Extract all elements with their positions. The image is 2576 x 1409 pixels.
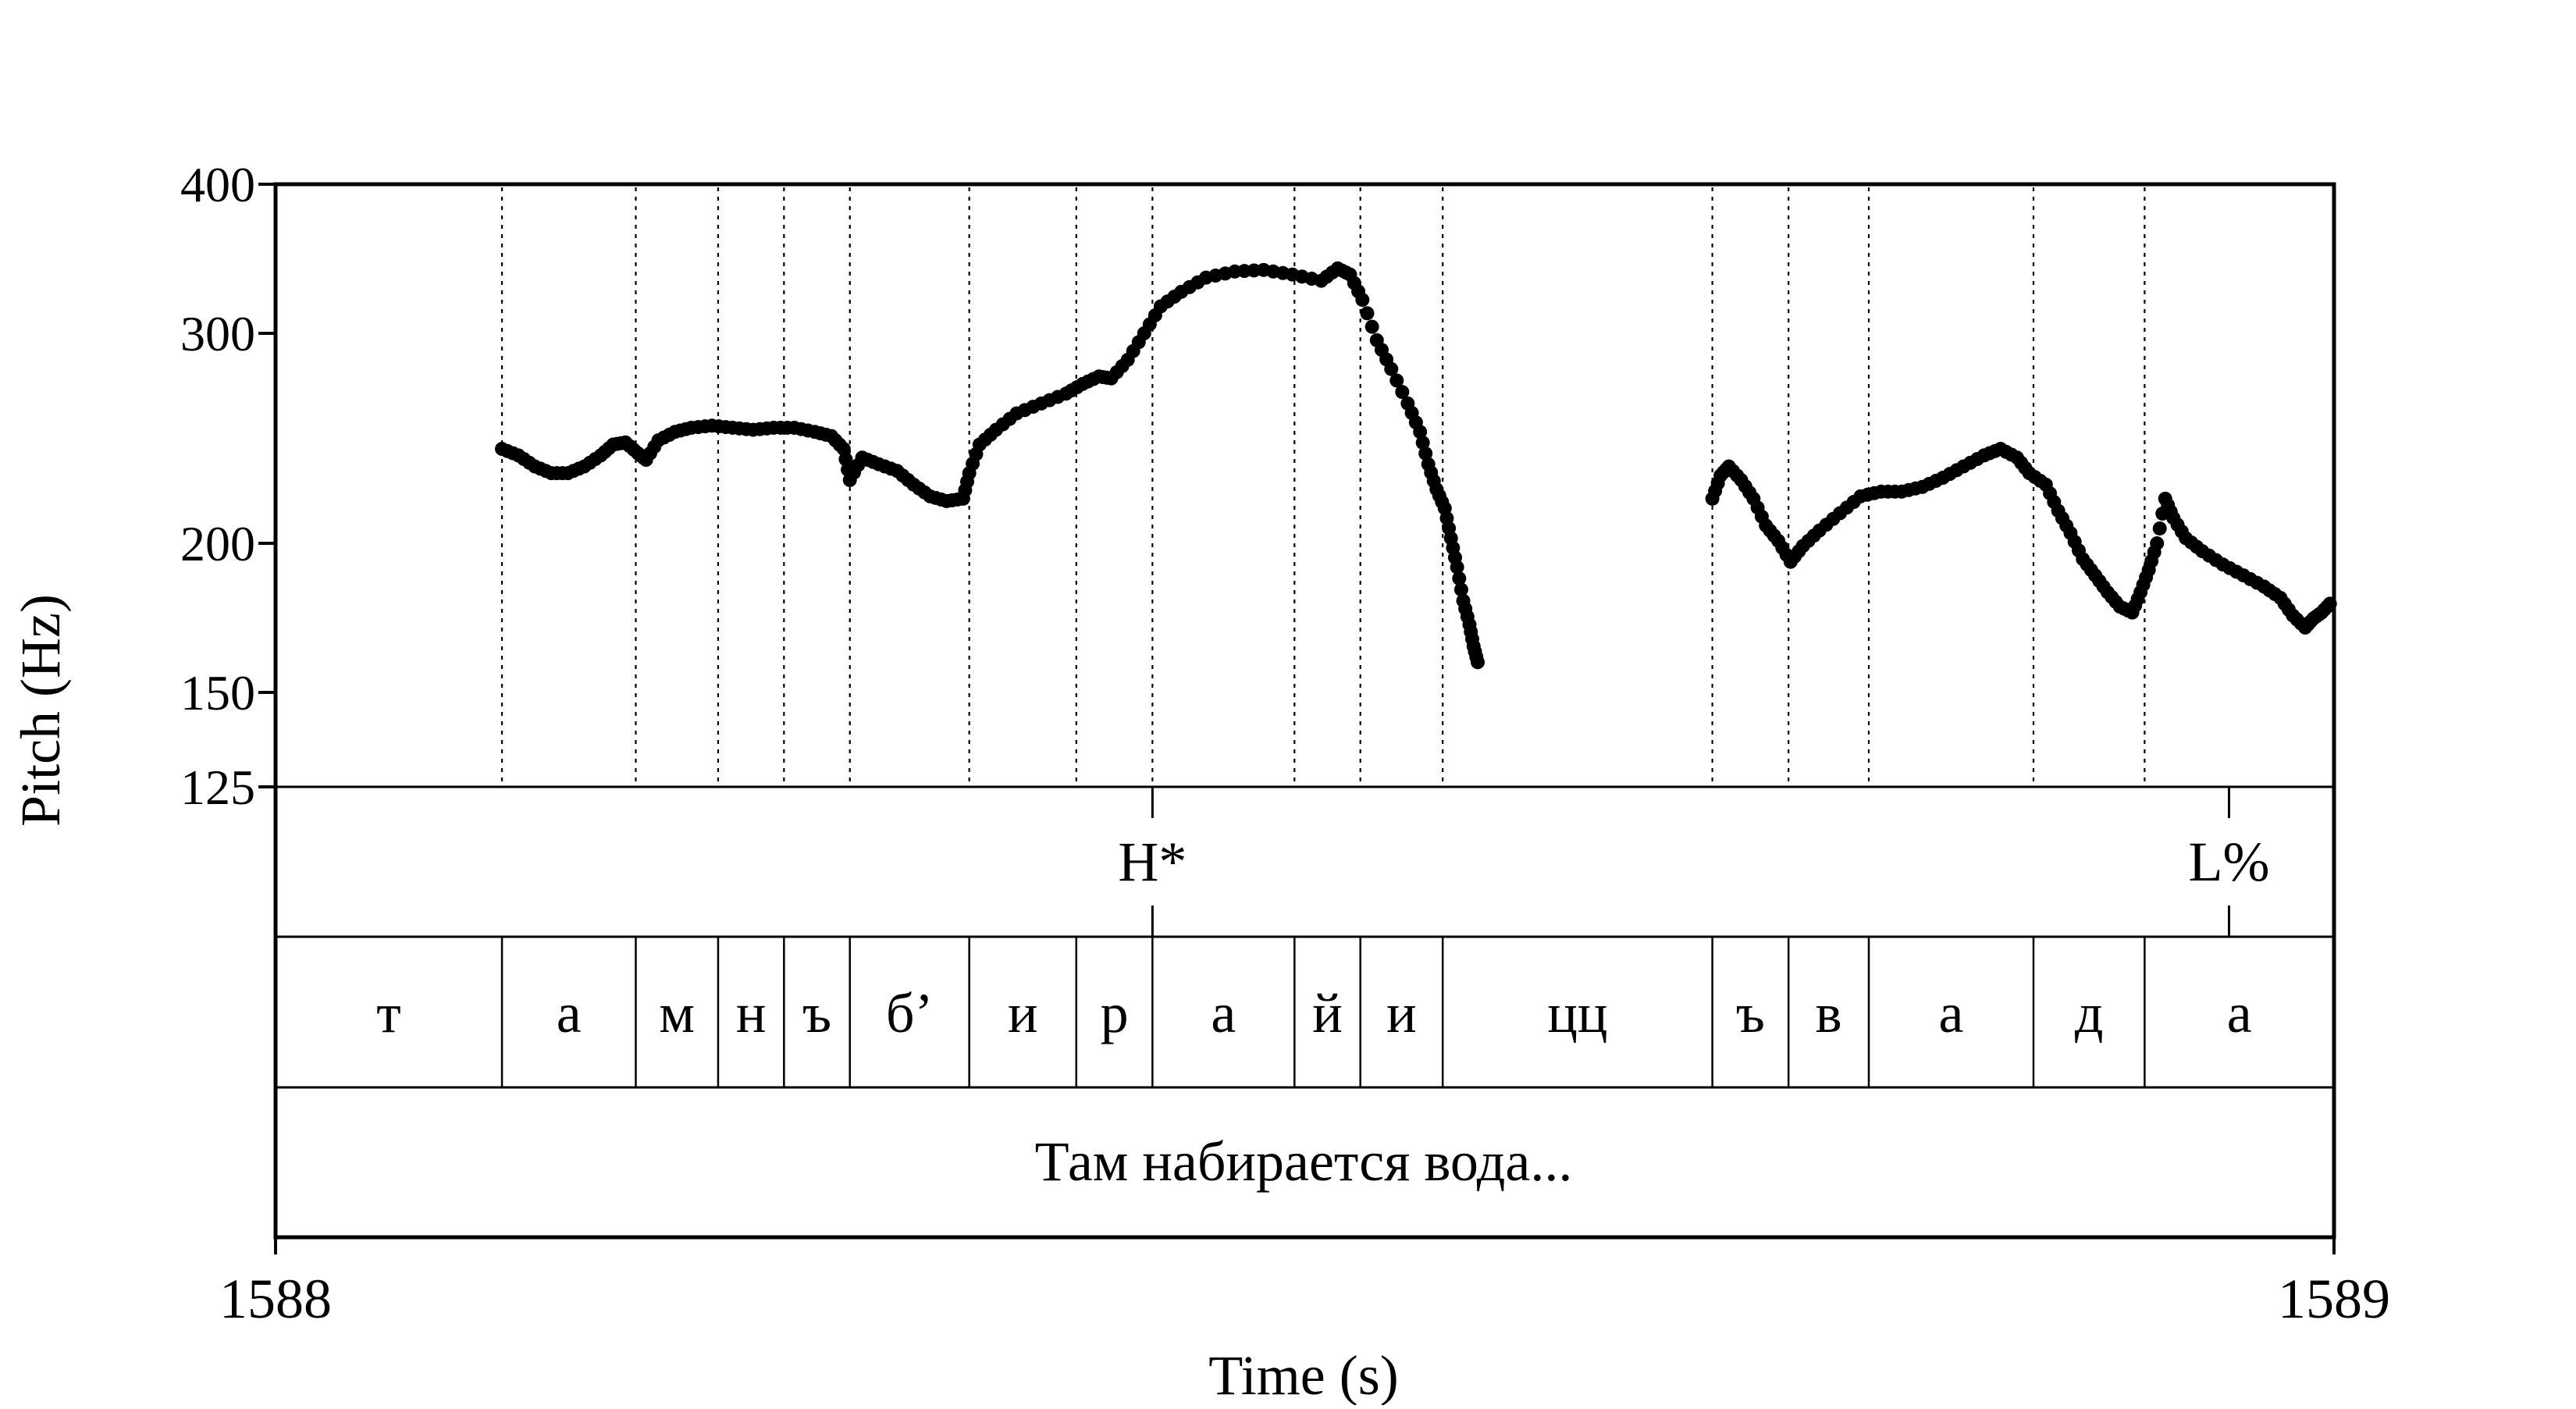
- pitch-point-interp: [2152, 521, 2167, 535]
- segment-label: в: [1816, 982, 1842, 1044]
- segment-label: д: [2075, 982, 2104, 1044]
- tone-label: H*: [1118, 831, 1187, 893]
- segment-label: а: [557, 982, 582, 1044]
- pitch-point-interp: [1360, 306, 1375, 321]
- segment-label: а: [1939, 982, 1964, 1044]
- pitch-point: [2150, 536, 2165, 551]
- y-tick-label: 125: [180, 760, 255, 815]
- pitch-point-interp: [1415, 436, 1430, 450]
- segment-boundary-lines: [500, 187, 2146, 787]
- segment-label: м: [659, 982, 695, 1044]
- segment-label: н: [736, 982, 767, 1044]
- x-tick-label-start: 1588: [219, 1268, 332, 1330]
- pitch-point-interp: [1418, 446, 1433, 461]
- pitch-point: [1355, 293, 1370, 308]
- y-tick-label: 400: [180, 157, 255, 212]
- y-tick-label: 150: [180, 665, 255, 721]
- tier-grid: [273, 182, 2336, 1240]
- pitch-point-interp: [1453, 582, 1468, 597]
- pitch-point-interp: [1395, 385, 1410, 400]
- sentence-text: Там набирается вода...: [1035, 1130, 1573, 1193]
- segment-label: р: [1101, 982, 1129, 1044]
- pitch-point-interp: [1364, 319, 1379, 334]
- segment-label: б’: [886, 982, 934, 1044]
- pitch-point: [1471, 655, 1485, 670]
- pitch-point: [1450, 560, 1464, 575]
- segment-label: т: [376, 982, 400, 1044]
- x-axis-label: Time (s): [1208, 1344, 1398, 1405]
- segment-label: а: [2227, 982, 2252, 1044]
- tone-label: L%: [2189, 831, 2270, 893]
- pitch-point: [1384, 361, 1399, 376]
- segment-label: й: [1312, 982, 1343, 1044]
- tier-labels: т а м н ъ б’ и р а й и цц ъ в а д аH* L%: [376, 831, 2269, 1044]
- pitch-point-interp: [1389, 373, 1404, 388]
- pitch-point: [1413, 425, 1428, 439]
- x-tick-label-end: 1589: [2278, 1268, 2390, 1330]
- segment-label: ъ: [1736, 982, 1765, 1044]
- segment-label: а: [1211, 982, 1236, 1044]
- pitch-point: [2322, 596, 2337, 611]
- pitch-points: [495, 261, 2337, 670]
- segment-label: и: [1386, 982, 1417, 1044]
- plot-frame: [273, 182, 2336, 1240]
- y-axis-label: Pitch (Hz): [9, 594, 72, 827]
- pitch-point-interp: [1452, 571, 1467, 585]
- segment-label: ъ: [802, 982, 831, 1044]
- y-tick-label: 300: [180, 306, 255, 361]
- segment-label: и: [1008, 982, 1038, 1044]
- segment-label: цц: [1547, 982, 1607, 1044]
- axis-ticks: 125 150 200 300 400: [180, 157, 2336, 1254]
- y-tick-label: 200: [180, 516, 255, 571]
